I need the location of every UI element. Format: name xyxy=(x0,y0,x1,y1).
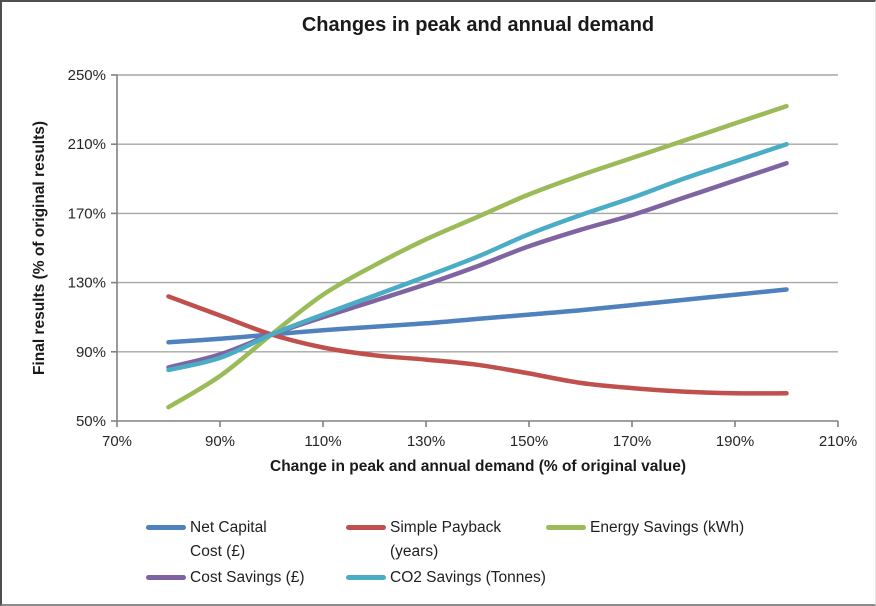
y-tick-label: 130% xyxy=(68,275,106,292)
axis-lines xyxy=(116,75,838,422)
x-axis-title: Change in peak and annual demand (% of o… xyxy=(270,458,686,475)
legend-label-line: Cost (£) xyxy=(190,543,246,560)
legend-label: Net Capital Cost (£) xyxy=(190,516,267,564)
legend-line-swatch-icon xyxy=(146,525,186,530)
legend-item: Energy Savings (kWh) xyxy=(546,516,744,564)
legend-item: Cost Savings (£) xyxy=(146,566,346,590)
legend-label: Simple Payback (years) xyxy=(390,516,501,564)
legend-item: CO2 Savings (Tonnes) xyxy=(346,566,546,590)
x-tick-labels: 70% 90% 110% 130% 150% 170% 190% 210% xyxy=(102,433,857,450)
x-tick-label: 210% xyxy=(819,433,857,450)
legend-label-line: Energy Savings (kWh) xyxy=(590,519,745,536)
legend-label-line: Net Capital xyxy=(190,519,267,536)
chart-title: Changes in peak and annual demand xyxy=(301,14,655,36)
x-tick-label: 130% xyxy=(407,433,445,450)
legend-line-swatch-icon xyxy=(346,575,386,580)
tick-marks xyxy=(111,74,839,427)
legend-label: Energy Savings (kWh) xyxy=(590,516,744,540)
x-tick-label: 90% xyxy=(205,433,235,450)
legend-line-swatch-icon xyxy=(346,525,386,530)
series-line-co2-savings-tonnes xyxy=(166,141,789,373)
x-tick-label: 110% xyxy=(304,433,341,450)
legend-label-line: Cost Savings (£) xyxy=(190,569,305,586)
legend-label-line: CO2 Savings (Tonnes) xyxy=(390,569,546,586)
x-tick-label: 70% xyxy=(102,433,132,450)
y-tick-labels: 50% 90% 130% 170% 210% 250% xyxy=(68,67,106,430)
legend-line-swatch-icon xyxy=(146,575,186,580)
legend-label-line: Simple Payback xyxy=(390,519,502,536)
series-line-net-capital-cost xyxy=(166,287,789,345)
gridlines xyxy=(117,74,838,353)
series-lines xyxy=(166,103,789,410)
legend: Net Capital Cost (£) Simple Payback (years)… xyxy=(146,516,744,590)
x-tick-label: 190% xyxy=(716,433,754,450)
y-tick-label: 170% xyxy=(68,205,106,222)
legend-item: Net Capital Cost (£) xyxy=(146,516,346,564)
y-tick-label: 90% xyxy=(76,344,106,361)
legend-item: Simple Payback (years) xyxy=(346,516,546,564)
legend-label-line: (years) xyxy=(390,543,439,560)
legend-label: CO2 Savings (Tonnes) xyxy=(390,566,546,590)
x-tick-label: 170% xyxy=(613,433,651,450)
y-tick-label: 210% xyxy=(68,136,106,153)
legend-line-swatch-icon xyxy=(546,525,586,530)
y-tick-label: 250% xyxy=(68,67,106,84)
y-tick-label: 50% xyxy=(76,413,106,430)
legend-label: Cost Savings (£) xyxy=(190,566,305,590)
x-tick-label: 150% xyxy=(510,433,548,450)
